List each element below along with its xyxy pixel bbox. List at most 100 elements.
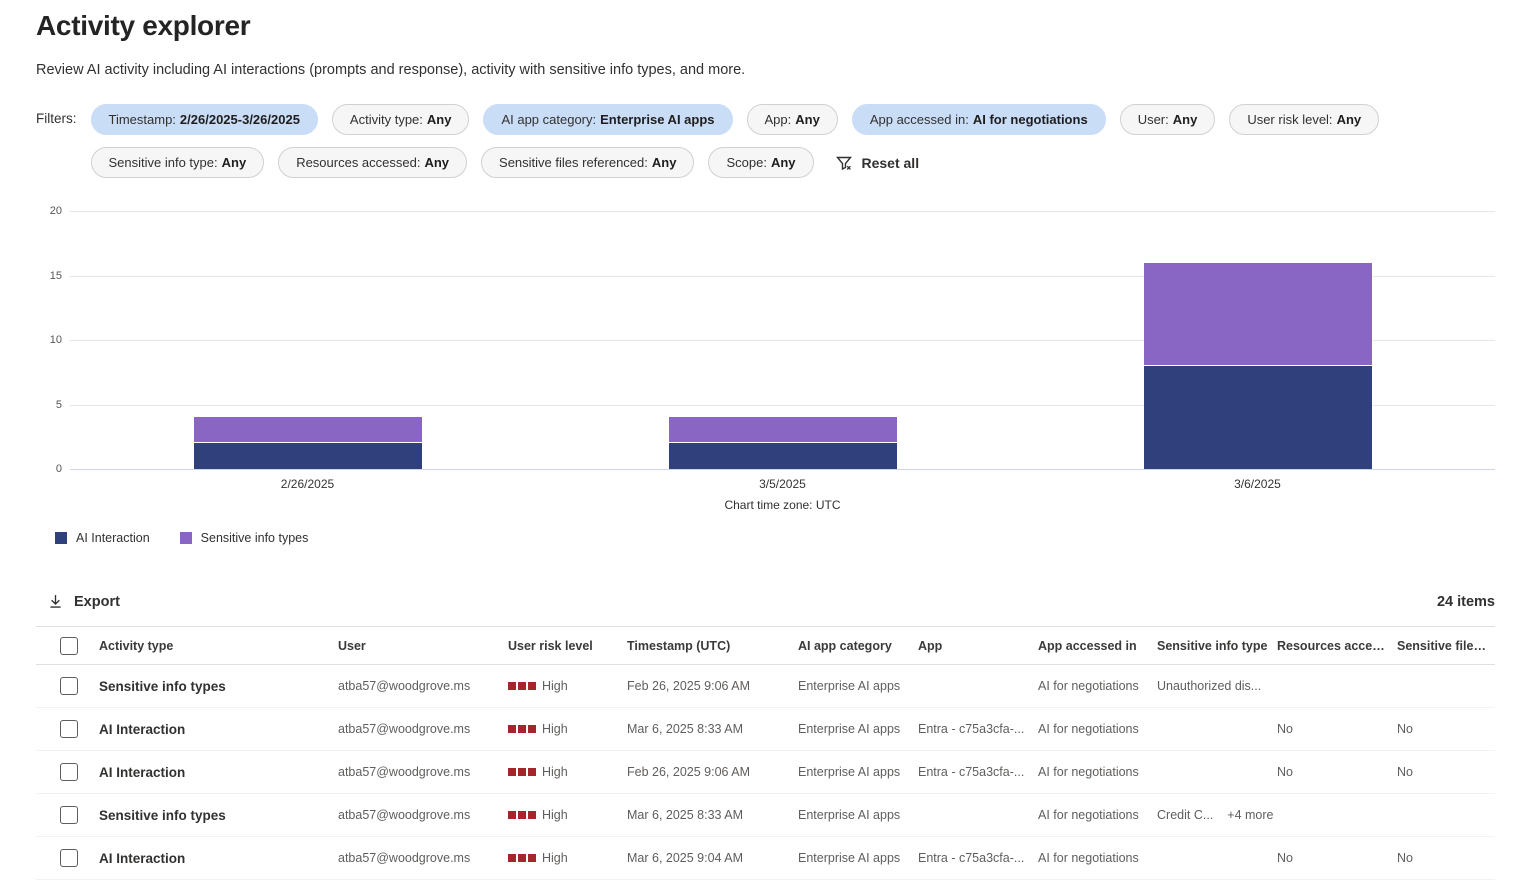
filter-pill-app-accessed-in[interactable]: App accessed in: AI for negotiations xyxy=(851,104,1106,135)
cell-sensitive-info-type xyxy=(1157,837,1277,880)
filter-pill-resources-accessed[interactable]: Resources accessed: Any xyxy=(278,147,468,178)
cell-user: atba57@woodgrove.ms xyxy=(338,851,471,865)
filter-value: Any xyxy=(1336,112,1362,127)
cell-user: atba57@woodgrove.ms xyxy=(338,722,471,736)
risk-level-label: High xyxy=(542,808,568,822)
cell-sensitive-info-type: Unauthorized dis... xyxy=(1157,665,1277,708)
column-header-sensitive-files-referenced[interactable]: Sensitive files ref... xyxy=(1397,638,1495,653)
cell-sensitive-files-referenced xyxy=(1397,665,1495,708)
reset-all-button[interactable]: Reset all xyxy=(828,147,926,178)
risk-level-icon xyxy=(508,768,536,776)
column-header-user[interactable]: User xyxy=(338,638,366,653)
bar-segment-ai-interaction[interactable] xyxy=(193,443,422,469)
activity-chart: 0 5 10 15 20 2/26/2025 3/5/2025 3/6/2025 Chart… xyxy=(36,205,1495,512)
risk-level-icon xyxy=(508,811,536,819)
table-body: Sensitive info types atba57@woodgrove.ms H… xyxy=(36,665,1495,880)
bar-3-6-2025[interactable] xyxy=(1143,262,1372,469)
filter-name: App: xyxy=(764,112,792,127)
column-header-app[interactable]: App xyxy=(918,638,943,653)
filter-pill-user-risk-level[interactable]: User risk level: Any xyxy=(1229,104,1380,135)
download-icon xyxy=(47,593,64,610)
chart-plot: 0 5 10 15 20 xyxy=(50,205,1495,475)
cell-activity-type: AI Interaction xyxy=(99,764,186,780)
export-button[interactable]: Export xyxy=(41,589,126,614)
cell-sensitive-files-referenced: No xyxy=(1397,851,1413,865)
table-row[interactable]: AI Interaction atba57@woodgrove.ms High Mar… xyxy=(36,708,1495,751)
bar-segment-ai-interaction[interactable] xyxy=(1143,365,1372,469)
filter-pill-scope[interactable]: Scope: Any xyxy=(708,147,814,178)
sensitive-info-more-link[interactable]: +4 more xyxy=(1227,808,1274,822)
column-header-timestamp[interactable]: Timestamp (UTC) xyxy=(627,638,731,653)
export-label: Export xyxy=(74,593,120,610)
sensitive-info-types-swatch xyxy=(179,532,192,544)
gridline-0 xyxy=(70,469,1495,470)
cell-activity-type: AI Interaction xyxy=(99,721,186,737)
filter-pill-app[interactable]: App: Any xyxy=(746,104,838,135)
cell-app: Entra - c75a3cfa-... xyxy=(918,722,1025,736)
column-header-ai-app-category[interactable]: AI app category xyxy=(798,638,892,653)
column-header-sensitive-info-type[interactable]: Sensitive info type xyxy=(1157,638,1268,653)
bar-segment-sensitive-info-types[interactable] xyxy=(193,417,422,444)
cell-user-risk-level: High xyxy=(508,708,627,751)
column-header-resources-accessed[interactable]: Resources access... xyxy=(1277,638,1397,653)
filters-bar: Filters: Timestamp: 2/26/2025-3/26/2025 Ac… xyxy=(36,104,1495,178)
bar-3-5-2025[interactable] xyxy=(668,417,897,469)
column-header-app-accessed-in[interactable]: App accessed in xyxy=(1038,638,1137,653)
filter-pill-user[interactable]: User: Any xyxy=(1119,104,1216,135)
table-row[interactable]: AI Interaction atba57@woodgrove.ms High Feb… xyxy=(36,751,1495,794)
chart-legend: AI Interaction Sensitive info types xyxy=(55,531,1495,545)
gridline-15 xyxy=(70,275,1495,277)
filter-name: AI app category: xyxy=(501,112,597,127)
filter-pills: Timestamp: 2/26/2025-3/26/2025 Activity ty… xyxy=(90,104,1496,178)
bar-segment-ai-interaction[interactable] xyxy=(668,443,897,469)
bar-2-26-2025[interactable] xyxy=(193,417,422,469)
bar-segment-sensitive-info-types[interactable] xyxy=(668,417,897,444)
filter-value: Any xyxy=(651,155,677,170)
filter-value: Any xyxy=(770,155,796,170)
table-row[interactable]: Sensitive info types atba57@woodgrove.ms H… xyxy=(36,665,1495,708)
filter-pill-sensitive-info-type[interactable]: Sensitive info type: Any xyxy=(90,147,265,178)
row-checkbox[interactable] xyxy=(60,720,78,738)
row-checkbox[interactable] xyxy=(60,763,78,781)
ai-interaction-swatch xyxy=(55,532,67,544)
cell-app-accessed-in: AI for negotiations xyxy=(1038,808,1139,822)
table-row[interactable]: Sensitive info types atba57@woodgrove.ms H… xyxy=(36,794,1495,837)
legend-item-sensitive-info-types[interactable]: Sensitive info types xyxy=(179,531,308,545)
cell-user: atba57@woodgrove.ms xyxy=(338,808,471,822)
column-header-user-risk-level[interactable]: User risk level xyxy=(508,638,593,653)
filter-name: App accessed in: xyxy=(869,112,969,127)
cell-resources-accessed xyxy=(1277,665,1397,708)
bar-segment-sensitive-info-types[interactable] xyxy=(1143,262,1372,366)
risk-level-label: High xyxy=(542,722,568,736)
cell-timestamp: Mar 6, 2025 8:33 AM xyxy=(627,722,744,736)
filter-value: Enterprise AI apps xyxy=(600,112,715,127)
cell-sensitive-info-type xyxy=(1157,708,1277,751)
cell-resources-accessed xyxy=(1277,794,1397,837)
filter-pill-timestamp[interactable]: Timestamp: 2/26/2025-3/26/2025 xyxy=(90,104,318,135)
filter-name: Sensitive files referenced: xyxy=(499,155,648,170)
cell-timestamp: Mar 6, 2025 8:33 AM xyxy=(627,808,744,822)
page-title: Activity explorer xyxy=(36,10,251,41)
row-checkbox[interactable] xyxy=(60,677,78,695)
cell-ai-app-category: Enterprise AI apps xyxy=(798,722,901,736)
cell-sensitive-files-referenced xyxy=(1397,794,1495,837)
table-row[interactable]: AI Interaction atba57@woodgrove.ms High Mar… xyxy=(36,837,1495,880)
filter-value: Any xyxy=(426,112,452,127)
cell-resources-accessed: No xyxy=(1277,851,1293,865)
cell-app-accessed-in: AI for negotiations xyxy=(1038,851,1139,865)
filter-dismiss-icon xyxy=(834,153,854,173)
row-checkbox[interactable] xyxy=(60,849,78,867)
filter-pill-activity-type[interactable]: Activity type: Any xyxy=(331,104,470,135)
cell-ai-app-category: Enterprise AI apps xyxy=(798,765,901,779)
table-header-row: Activity type User User risk level Times… xyxy=(36,626,1495,665)
legend-item-ai-interaction[interactable]: AI Interaction xyxy=(55,531,150,545)
row-checkbox[interactable] xyxy=(60,806,78,824)
filter-pill-ai-app-category[interactable]: AI app category: Enterprise AI apps xyxy=(483,104,733,135)
select-all-checkbox[interactable] xyxy=(60,636,78,655)
table-toolbar: Export 24 items xyxy=(36,589,1495,614)
column-header-activity-type[interactable]: Activity type xyxy=(99,638,174,653)
filter-pill-sensitive-files-referenced[interactable]: Sensitive files referenced: Any xyxy=(481,147,695,178)
y-axis-tick: 5 xyxy=(55,398,62,411)
cell-timestamp: Feb 26, 2025 9:06 AM xyxy=(627,765,751,779)
cell-ai-app-category: Enterprise AI apps xyxy=(798,851,901,865)
